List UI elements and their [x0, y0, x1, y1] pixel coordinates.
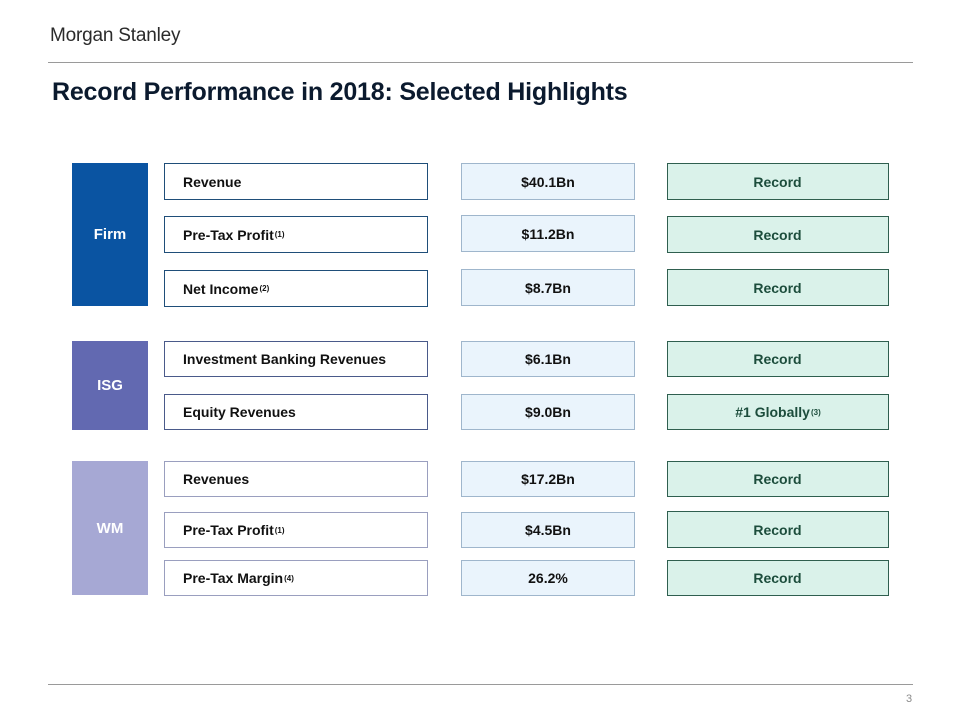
segment-label-wm: WM: [72, 461, 148, 595]
metric-box: Pre-Tax Margin (4): [164, 560, 428, 596]
header-divider: [48, 62, 913, 63]
note-text: Record: [753, 226, 802, 243]
note-box: Record: [667, 461, 889, 497]
metric-footnote: (4): [284, 573, 294, 583]
metric-label: Pre-Tax Profit: [183, 226, 274, 243]
metric-box: Pre-Tax Profit (1): [164, 512, 428, 548]
metric-box: Equity Revenues: [164, 394, 428, 430]
value-text: $9.0Bn: [525, 404, 571, 420]
footer-divider: [48, 684, 913, 685]
metric-label: Revenue: [183, 173, 242, 190]
segment-label-text: Firm: [93, 226, 127, 243]
note-footnote: (3): [810, 407, 821, 417]
value-box: $9.0Bn: [461, 394, 635, 430]
metric-label: Net Income: [183, 280, 259, 297]
value-box: $40.1Bn: [461, 163, 635, 200]
note-box: Record: [667, 511, 889, 548]
value-box: 26.2%: [461, 560, 635, 596]
note-box: Record: [667, 560, 889, 596]
note-box: Record: [667, 163, 889, 200]
value-box: $8.7Bn: [461, 269, 635, 306]
metric-footnote: (2): [259, 284, 270, 293]
value-box: $11.2Bn: [461, 215, 635, 252]
value-text: $17.2Bn: [521, 471, 575, 487]
metric-label: Revenues: [183, 471, 250, 487]
segment-label-firm: Firm: [72, 163, 148, 306]
segment-label-text: WM: [96, 519, 124, 537]
metric-box: Pre-Tax Profit (1): [164, 216, 428, 253]
note-text: Record: [753, 471, 802, 487]
segment-label-text: ISG: [97, 377, 123, 394]
note-box: Record: [667, 269, 889, 306]
note-box: Record: [667, 216, 889, 253]
value-box: $17.2Bn: [461, 461, 635, 497]
value-text: 26.2%: [528, 570, 568, 586]
note-text: #1 Globally: [735, 404, 810, 420]
metric-footnote: (1): [274, 230, 285, 239]
note-box: Record: [667, 341, 889, 377]
note-text: Record: [753, 351, 802, 367]
metric-box: Investment Banking Revenues: [164, 341, 428, 377]
value-text: $8.7Bn: [525, 279, 571, 296]
value-text: $11.2Bn: [521, 225, 575, 242]
value-box: $4.5Bn: [461, 512, 635, 548]
metric-box: Revenue: [164, 163, 428, 200]
slide-title: Record Performance in 2018: Selected Hig…: [52, 78, 628, 106]
note-text: Record: [753, 173, 802, 190]
metric-label: Investment Banking Revenues: [183, 351, 387, 367]
metric-label: Equity Revenues: [183, 404, 296, 420]
metric-box: Net Income (2): [164, 270, 428, 307]
note-text: Record: [753, 521, 802, 538]
value-box: $6.1Bn: [461, 341, 635, 377]
value-text: $4.5Bn: [525, 522, 571, 538]
metric-label: Pre-Tax Margin: [183, 570, 284, 586]
note-text: Record: [753, 279, 802, 296]
metric-footnote: (1): [274, 525, 285, 535]
segment-label-isg: ISG: [72, 341, 148, 430]
note-text: Record: [753, 570, 802, 586]
page-number: 3: [906, 693, 913, 705]
value-text: $6.1Bn: [525, 351, 571, 367]
metric-box: Revenues: [164, 461, 428, 497]
note-box: #1 Globally (3): [667, 394, 889, 430]
value-text: $40.1Bn: [521, 173, 575, 190]
metric-label: Pre-Tax Profit: [183, 522, 274, 538]
morgan-stanley-logo: Morgan Stanley: [50, 25, 181, 46]
